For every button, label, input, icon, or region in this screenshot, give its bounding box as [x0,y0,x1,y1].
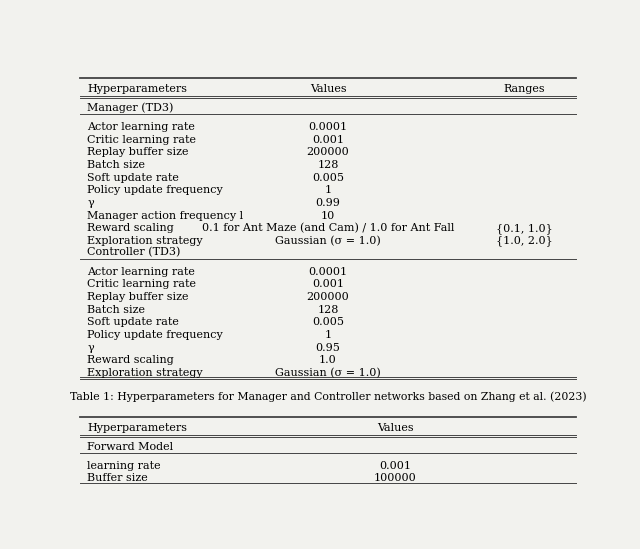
Text: Policy update frequency: Policy update frequency [88,186,223,195]
Text: 128: 128 [317,160,339,170]
Text: 0.005: 0.005 [312,317,344,327]
Text: Replay buffer size: Replay buffer size [88,292,189,302]
Text: Exploration strategy: Exploration strategy [88,368,203,378]
Text: 1.0: 1.0 [319,355,337,365]
Text: {1.0, 2.0}: {1.0, 2.0} [495,236,552,247]
Text: 0.001: 0.001 [379,461,411,471]
Text: Values: Values [377,423,413,433]
Text: Critic learning rate: Critic learning rate [88,135,196,144]
Text: Soft update rate: Soft update rate [88,173,179,183]
Text: Manager (TD3): Manager (TD3) [88,103,174,113]
Text: Table 1: Hyperparameters for Manager and Controller networks based on Zhang et a: Table 1: Hyperparameters for Manager and… [70,391,586,401]
Text: Reward scaling: Reward scaling [88,223,174,233]
Text: 0.1 for Ant Maze (and Cam) / 1.0 for Ant Fall: 0.1 for Ant Maze (and Cam) / 1.0 for Ant… [202,223,454,233]
Text: Soft update rate: Soft update rate [88,317,179,327]
Text: γ: γ [88,343,94,352]
Text: learning rate: learning rate [88,461,161,471]
Text: 0.99: 0.99 [316,198,340,208]
Text: Critic learning rate: Critic learning rate [88,279,196,289]
Text: Batch size: Batch size [88,305,145,315]
Text: {0.1, 1.0}: {0.1, 1.0} [495,223,552,234]
Text: Forward Model: Forward Model [88,442,173,452]
Text: 100000: 100000 [374,473,417,484]
Text: 200000: 200000 [307,292,349,302]
Text: 1: 1 [324,330,332,340]
Text: 10: 10 [321,211,335,221]
Text: Hyperparameters: Hyperparameters [88,423,188,433]
Text: Buffer size: Buffer size [88,473,148,484]
Text: 0.95: 0.95 [316,343,340,352]
Text: Hyperparameters: Hyperparameters [88,84,188,94]
Text: 128: 128 [317,305,339,315]
Text: 0.005: 0.005 [312,173,344,183]
Text: 0.0001: 0.0001 [308,266,348,277]
Text: Ranges: Ranges [503,84,545,94]
Text: Gaussian (σ = 1.0): Gaussian (σ = 1.0) [275,236,381,247]
Text: Actor learning rate: Actor learning rate [88,122,195,132]
Text: Policy update frequency: Policy update frequency [88,330,223,340]
Text: 200000: 200000 [307,147,349,158]
Text: Values: Values [310,84,346,94]
Text: Batch size: Batch size [88,160,145,170]
Text: Exploration strategy: Exploration strategy [88,236,203,246]
Text: Gaussian (σ = 1.0): Gaussian (σ = 1.0) [275,368,381,378]
Text: 0.001: 0.001 [312,135,344,144]
Text: 0.001: 0.001 [312,279,344,289]
Text: Replay buffer size: Replay buffer size [88,147,189,158]
Text: Manager action frequency l: Manager action frequency l [88,211,244,221]
Text: 0.0001: 0.0001 [308,122,348,132]
Text: γ: γ [88,198,94,208]
Text: Actor learning rate: Actor learning rate [88,266,195,277]
Text: Reward scaling: Reward scaling [88,355,174,365]
Text: 1: 1 [324,186,332,195]
Text: Controller (TD3): Controller (TD3) [88,248,181,257]
